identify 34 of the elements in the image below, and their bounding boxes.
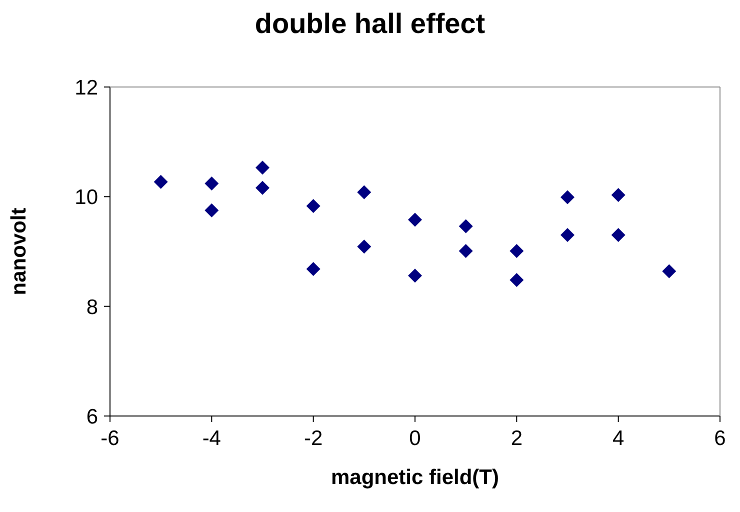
point bbox=[357, 185, 372, 200]
x-tick-label: -2 bbox=[304, 426, 323, 450]
point bbox=[458, 219, 473, 234]
point bbox=[510, 244, 524, 258]
point bbox=[204, 176, 219, 191]
x-tick-label: 2 bbox=[510, 426, 523, 450]
point bbox=[560, 228, 574, 242]
point bbox=[256, 180, 270, 195]
x-tick-label: 6 bbox=[714, 426, 726, 450]
y-tick-label: 8 bbox=[86, 296, 98, 319]
point bbox=[510, 273, 524, 288]
point bbox=[306, 198, 320, 213]
x-axis-title: magnetic field(T) bbox=[330, 466, 500, 489]
point bbox=[611, 228, 626, 242]
point bbox=[306, 262, 320, 276]
chart-title: double hall effect bbox=[254, 8, 486, 41]
point bbox=[154, 174, 168, 189]
y-tick-label: 12 bbox=[74, 76, 98, 100]
point bbox=[408, 212, 422, 227]
point bbox=[560, 190, 574, 204]
x-tick-label: 4 bbox=[612, 426, 624, 450]
point bbox=[611, 188, 626, 202]
point bbox=[357, 240, 372, 254]
x-tick-label: 0 bbox=[409, 426, 421, 450]
point bbox=[458, 244, 473, 258]
x-tick-label: -6 bbox=[100, 426, 120, 450]
y-axis-title: nanovolt bbox=[7, 208, 30, 296]
y-tick-label: 6 bbox=[86, 405, 98, 428]
y-tick-label: 10 bbox=[74, 186, 98, 210]
point bbox=[662, 264, 676, 278]
point bbox=[408, 268, 422, 283]
point bbox=[204, 203, 219, 218]
x-tick-label: -4 bbox=[202, 426, 222, 450]
point bbox=[256, 160, 270, 175]
